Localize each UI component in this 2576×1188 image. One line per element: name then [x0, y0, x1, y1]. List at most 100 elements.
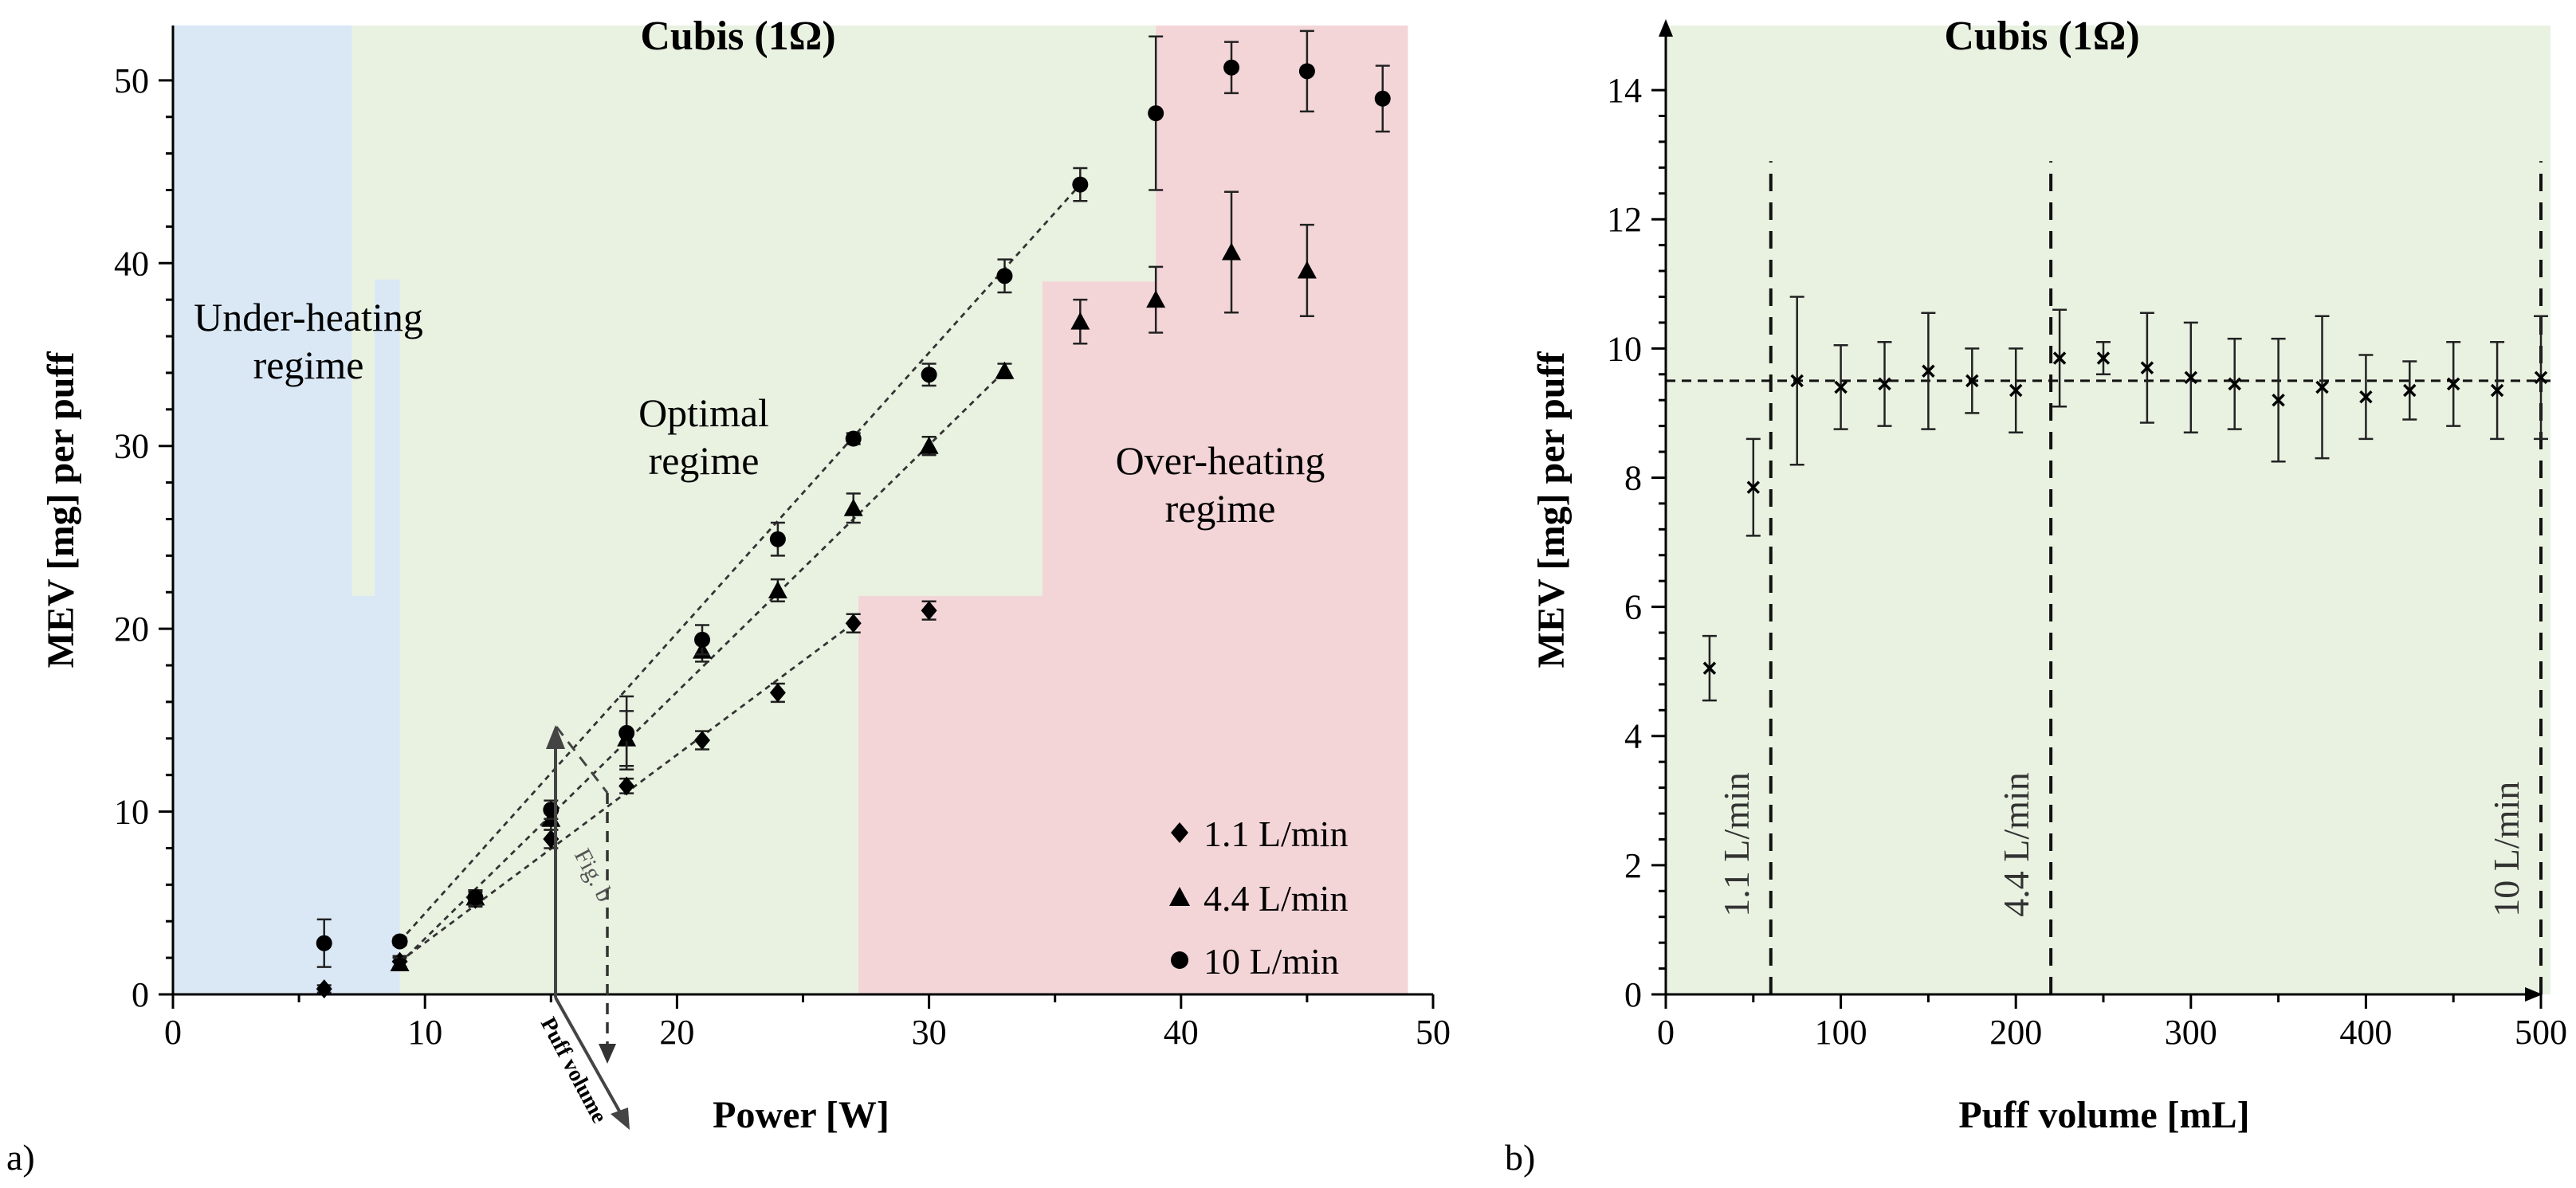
optimal-label-line-2: regime — [649, 438, 760, 483]
data-point-10-l-min — [1148, 105, 1164, 122]
series-mev — [1702, 296, 2548, 702]
chart-a-y-tick-label: 20 — [114, 610, 149, 649]
chart-b-title: Cubis (1Ω) — [1944, 14, 2139, 59]
legend-label-10-lmin: 10 L/min — [1204, 941, 1339, 982]
data-point-10-l-min — [1374, 90, 1391, 107]
over-heating-regime-background — [858, 25, 1408, 994]
puff-volume-arrow-head-up — [546, 725, 565, 749]
data-point-mev — [2140, 361, 2154, 374]
series-10-l-min — [316, 29, 1391, 968]
chart-b-x-tick-label: 400 — [2339, 1013, 2392, 1052]
data-point-mev — [2315, 380, 2329, 394]
legend-marker-triangle — [1169, 887, 1190, 906]
data-point-4-4-l-min — [919, 436, 939, 454]
chart-b-axes: 0 100 200 300 400 500 0 2 4 6 8 10 12 14 — [1607, 19, 2567, 1052]
data-point-4-4-l-min — [1222, 242, 1242, 261]
legend-label-4-4-lmin: 4.4 L/min — [1204, 878, 1348, 919]
chart-b-data-points — [1702, 296, 2548, 702]
chart-a-y-tick-label: 10 — [114, 793, 149, 832]
data-point-10-l-min — [996, 268, 1013, 284]
chart-a-axes: 0 10 20 30 40 50 0 10 20 30 40 50 — [114, 25, 1451, 1052]
chart-b-x-tick-label: 300 — [2165, 1013, 2217, 1052]
chart-b-x-tick-label: 100 — [1815, 1013, 1867, 1052]
chart-b-y-tick-label: 12 — [1607, 200, 1642, 239]
data-point-mev — [1746, 480, 1761, 494]
chart-b: 1.1 L/min 4.4 L/min 10 L/min 0 100 200 300 400… — [1505, 14, 2567, 1178]
chart-b-y-axis-arrow — [1659, 19, 1673, 37]
data-point-10-l-min — [1223, 59, 1240, 76]
data-point-1-1-l-min — [694, 731, 711, 751]
chart-a: 0 10 20 30 40 50 0 10 20 30 40 50 Cubis (1Ω) Power … — [6, 14, 1451, 1178]
chart-b-x-axis-arrow — [2525, 987, 2543, 1002]
panel-label-b: b) — [1505, 1137, 1535, 1178]
legend-label-1-1-lmin: 1.1 L/min — [1204, 814, 1348, 854]
chart-b-x-axis-title: Puff volume [mL] — [1958, 1094, 2249, 1136]
data-point-mev — [2184, 371, 2198, 385]
chart-a-x-tick-label: 30 — [912, 1013, 947, 1052]
chart-a-x-tick-label: 10 — [407, 1013, 442, 1052]
chart-a-legend: 1.1 L/min 4.4 L/min 10 L/min — [1169, 814, 1348, 982]
under-heating-label-line-2: regime — [253, 343, 364, 387]
data-point-mev — [2228, 377, 2241, 391]
data-point-1-1-l-min — [769, 683, 786, 703]
chart-a-y-tick-label: 30 — [114, 427, 149, 466]
data-point-mev — [2446, 377, 2460, 391]
flow-rate-label-4-4-l-min: 4.4 L/min — [1996, 772, 2036, 916]
optimal-regime-label: Optimal regime — [638, 390, 769, 483]
chart-b-y-tick-label: 2 — [1624, 846, 1642, 885]
data-point-10-l-min — [694, 631, 711, 648]
data-point-4-4-l-min — [843, 498, 863, 516]
data-point-4-4-l-min — [1146, 290, 1166, 308]
flow-rate-label-10-l-min: 10 L/min — [2486, 782, 2527, 917]
data-point-mev — [2096, 351, 2111, 365]
data-point-mev — [1834, 380, 1848, 394]
data-point-4-4-l-min — [995, 361, 1015, 379]
over-heating-regime-label: Over-heating regime — [1116, 438, 1325, 531]
legend-marker-diamond — [1171, 822, 1188, 843]
data-point-mev — [2272, 393, 2285, 407]
chart-a-y-tick-label: 0 — [132, 975, 149, 1014]
data-point-mev — [2490, 383, 2504, 398]
data-point-1-1-l-min — [845, 614, 862, 633]
chart-a-y-axis-title: MEV [mg] per puff — [40, 351, 82, 668]
chart-b-y-axis-title: MEV [mg] per puff — [1530, 351, 1573, 668]
data-point-mev — [2009, 383, 2023, 398]
flow-rate-label-1-1-l-min: 1.1 L/min — [1716, 772, 1757, 916]
chart-b-reference-lines: 1.1 L/min 4.4 L/min 10 L/min — [1666, 161, 2550, 994]
data-point-mev — [2052, 351, 2067, 365]
chart-b-y-tick-label: 14 — [1607, 71, 1642, 110]
data-point-mev — [1965, 374, 1979, 388]
data-point-10-l-min — [769, 531, 786, 547]
data-point-mev — [2403, 383, 2417, 398]
data-point-10-l-min — [316, 935, 332, 951]
fit-line-4-4-l-min — [399, 370, 1006, 964]
data-point-mev — [1790, 374, 1804, 388]
data-point-10-l-min — [1072, 176, 1089, 193]
chart-a-y-tick-label: 40 — [114, 244, 149, 283]
under-heating-regime-label: Under-heating regime — [194, 295, 423, 387]
chart-a-title: Cubis (1Ω) — [640, 14, 835, 59]
legend-marker-circle — [1171, 951, 1188, 969]
data-point-10-l-min — [921, 367, 937, 383]
chart-a-x-tick-label: 20 — [659, 1013, 694, 1052]
puff-volume-arrow-head-down — [611, 1108, 630, 1130]
data-point-mev — [2359, 390, 2373, 404]
data-point-mev — [1702, 661, 1717, 675]
data-point-10-l-min — [845, 430, 862, 447]
chart-a-x-tick-label: 50 — [1416, 1013, 1451, 1052]
data-point-mev — [2534, 371, 2548, 385]
fig-b-arrow-head — [599, 1044, 616, 1064]
data-point-4-4-l-min — [390, 953, 410, 971]
chart-b-x-tick-label: 0 — [1657, 1013, 1675, 1052]
chart-a-x-tick-label: 40 — [1164, 1013, 1199, 1052]
fit-line-10-l-min — [399, 183, 1082, 943]
over-heating-label-line-2: regime — [1165, 486, 1276, 531]
data-point-mev — [1878, 377, 1891, 391]
chart-b-y-tick-label: 10 — [1607, 329, 1642, 368]
under-heating-label-line-1: Under-heating — [194, 295, 423, 339]
panel-label-a: a) — [6, 1137, 35, 1178]
fig-b-dashed-link — [555, 726, 609, 794]
data-point-4-4-l-min — [768, 580, 787, 598]
chart-b-background — [1666, 25, 2550, 994]
